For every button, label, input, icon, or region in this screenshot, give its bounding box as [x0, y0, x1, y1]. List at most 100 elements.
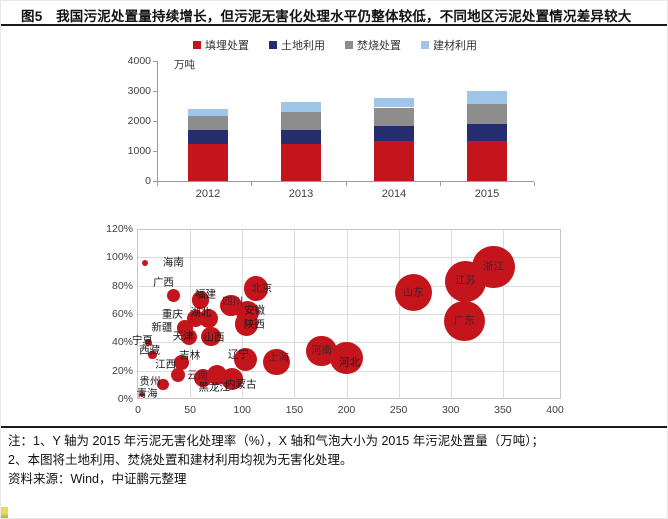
bar-segment-焚烧处置-2015 [467, 103, 507, 124]
bubble-y-tick-label: 0% [117, 393, 133, 405]
bubble-v-gridline [242, 230, 244, 398]
bar-segment-土地利用-2014 [374, 126, 414, 142]
note-line-2: 2、本图将土地利用、焚烧处置和建材利用均视为无害化处理。 [8, 453, 353, 467]
bubble-point-陕西 [234, 312, 259, 336]
bar-segment-建材利用-2012 [188, 109, 228, 116]
bar-segment-焚烧处置-2012 [188, 115, 228, 130]
bubble-label-浙江: 浙江 [482, 260, 504, 273]
legend-item-建材利用: 建材利用 [421, 37, 477, 53]
bar-segment-填埋处置-2015 [467, 140, 507, 181]
bubble-point-浙江 [472, 246, 515, 289]
bubble-point-内蒙古 [220, 368, 243, 391]
legend-label: 焚烧处置 [357, 40, 401, 52]
bubble-point-吉林 [174, 354, 190, 370]
bar-chart-legend: 填埋处置 土地利用 焚烧处置 建材利用 [1, 37, 667, 53]
scan-artifact [1, 507, 8, 518]
bubble-y-tick-label: 100% [106, 251, 133, 264]
bar-y-tick-label: 2000 [127, 115, 151, 127]
bubble-point-宁夏 [144, 338, 153, 346]
bubble-point-青海 [139, 392, 145, 398]
bubble-v-gridline [398, 230, 400, 398]
note-line-1: 注：1、Y 轴为 2015 年污泥无害化处理率（%），X 轴和气泡大小为 201… [8, 434, 544, 448]
figure-title: 图5 我国污泥处置量持续增长，但污泥无害化处理水平仍整体较低，不同地区污泥处置情… [21, 9, 632, 24]
legend-swatch-icon [269, 41, 277, 49]
bubble-label-湖北: 湖北 [190, 306, 212, 319]
bar-segment-填埋处置-2014 [374, 141, 414, 181]
bubble-label-山西: 山西 [203, 331, 225, 344]
bubble-point-黑龙江 [207, 364, 228, 385]
bubble-y-tick-label: 20% [111, 364, 133, 377]
bubble-point-福建 [191, 290, 210, 309]
bubble-label-江西: 江西 [155, 358, 177, 371]
bubble-h-gridline [138, 314, 560, 315]
bubble-point-海南 [142, 259, 149, 267]
bubble-x-tick-label: 350 [494, 404, 512, 416]
bar-y-tick-label: 1000 [127, 145, 151, 157]
bar-y-axis [157, 61, 158, 182]
bar-segment-土地利用-2012 [188, 130, 228, 144]
bubble-label-吉林: 吉林 [179, 349, 201, 362]
bubble-v-gridline [346, 230, 348, 398]
bar-category-label: 2013 [288, 188, 314, 200]
bubble-label-河南: 河南 [310, 344, 332, 357]
source-line: 资料来源：Wind，中证鹏元整理 [8, 472, 187, 486]
bubble-label-海南: 海南 [162, 256, 184, 269]
bar-segment-土地利用-2015 [467, 124, 507, 141]
bubble-v-gridline [502, 230, 504, 398]
bubble-point-新疆 [177, 320, 193, 336]
bubble-label-云南: 云南 [187, 369, 209, 382]
bar-y-tick [153, 151, 157, 152]
bubble-point-西藏 [148, 350, 157, 360]
bubble-point-天津 [181, 328, 198, 345]
bar-category-label: 2015 [474, 188, 500, 200]
figure-notes: 注：1、Y 轴为 2015 年污泥无害化处理率（%），X 轴和气泡大小为 201… [8, 432, 663, 489]
bubble-label-广西: 广西 [152, 276, 174, 289]
bubble-label-贵州: 贵州 [139, 375, 161, 388]
notes-divider [1, 426, 667, 428]
bar-segment-土地利用-2013 [281, 130, 321, 144]
bubble-v-gridline [294, 230, 296, 398]
legend-swatch-icon [193, 41, 201, 49]
bar-y-tick [153, 61, 157, 62]
bubble-h-gridline [138, 285, 560, 287]
bubble-label-福建: 福建 [195, 288, 217, 301]
bubble-x-tick-label: 150 [285, 404, 304, 416]
bubble-v-gridline [450, 230, 452, 398]
bar-segment-建材利用-2014 [374, 97, 414, 108]
bubble-label-山东: 山东 [402, 286, 424, 299]
bubble-h-gridline [138, 370, 560, 372]
bubble-point-贵州 [157, 379, 169, 391]
bubble-point-上海 [263, 348, 290, 376]
legend-item-填埋处置: 填埋处置 [193, 37, 249, 53]
bubble-point-河北 [330, 341, 363, 375]
bar-x-axis [157, 181, 534, 182]
bar-segment-建材利用-2013 [281, 102, 321, 112]
bubble-x-tick-label: 400 [546, 404, 564, 416]
bar-segment-填埋处置-2013 [281, 143, 321, 181]
bubble-label-安徽: 安徽 [243, 304, 265, 317]
bubble-x-tick-label: 0 [135, 404, 141, 416]
bar-segment-填埋处置-2012 [188, 143, 228, 181]
bubble-point-江西 [170, 367, 185, 382]
legend-label: 填埋处置 [205, 40, 249, 52]
bubble-point-云南 [193, 368, 212, 387]
legend-label: 土地利用 [281, 40, 325, 52]
bubble-h-gridline [138, 342, 560, 344]
bar-x-tick [534, 182, 535, 186]
bubble-point-江苏 [444, 261, 486, 302]
bubble-point-安徽 [235, 300, 260, 325]
bubble-y-tick-label: 60% [111, 308, 133, 320]
bubble-label-辽宁: 辽宁 [227, 348, 249, 361]
bubble-x-tick-label: 50 [184, 404, 196, 416]
legend-item-焚烧处置: 焚烧处置 [345, 37, 401, 53]
bubble-h-gridline [138, 257, 560, 259]
bubble-point-四川 [219, 294, 242, 317]
bubble-point-山东 [394, 274, 432, 312]
bubble-label-河北: 河北 [339, 356, 360, 369]
bubble-label-天津: 天津 [172, 330, 194, 343]
bar-category-label: 2014 [381, 188, 407, 200]
bubble-y-tick-label: 40% [111, 336, 133, 349]
bubble-y-tick-label: 80% [111, 279, 133, 292]
bar-x-tick [345, 182, 347, 186]
